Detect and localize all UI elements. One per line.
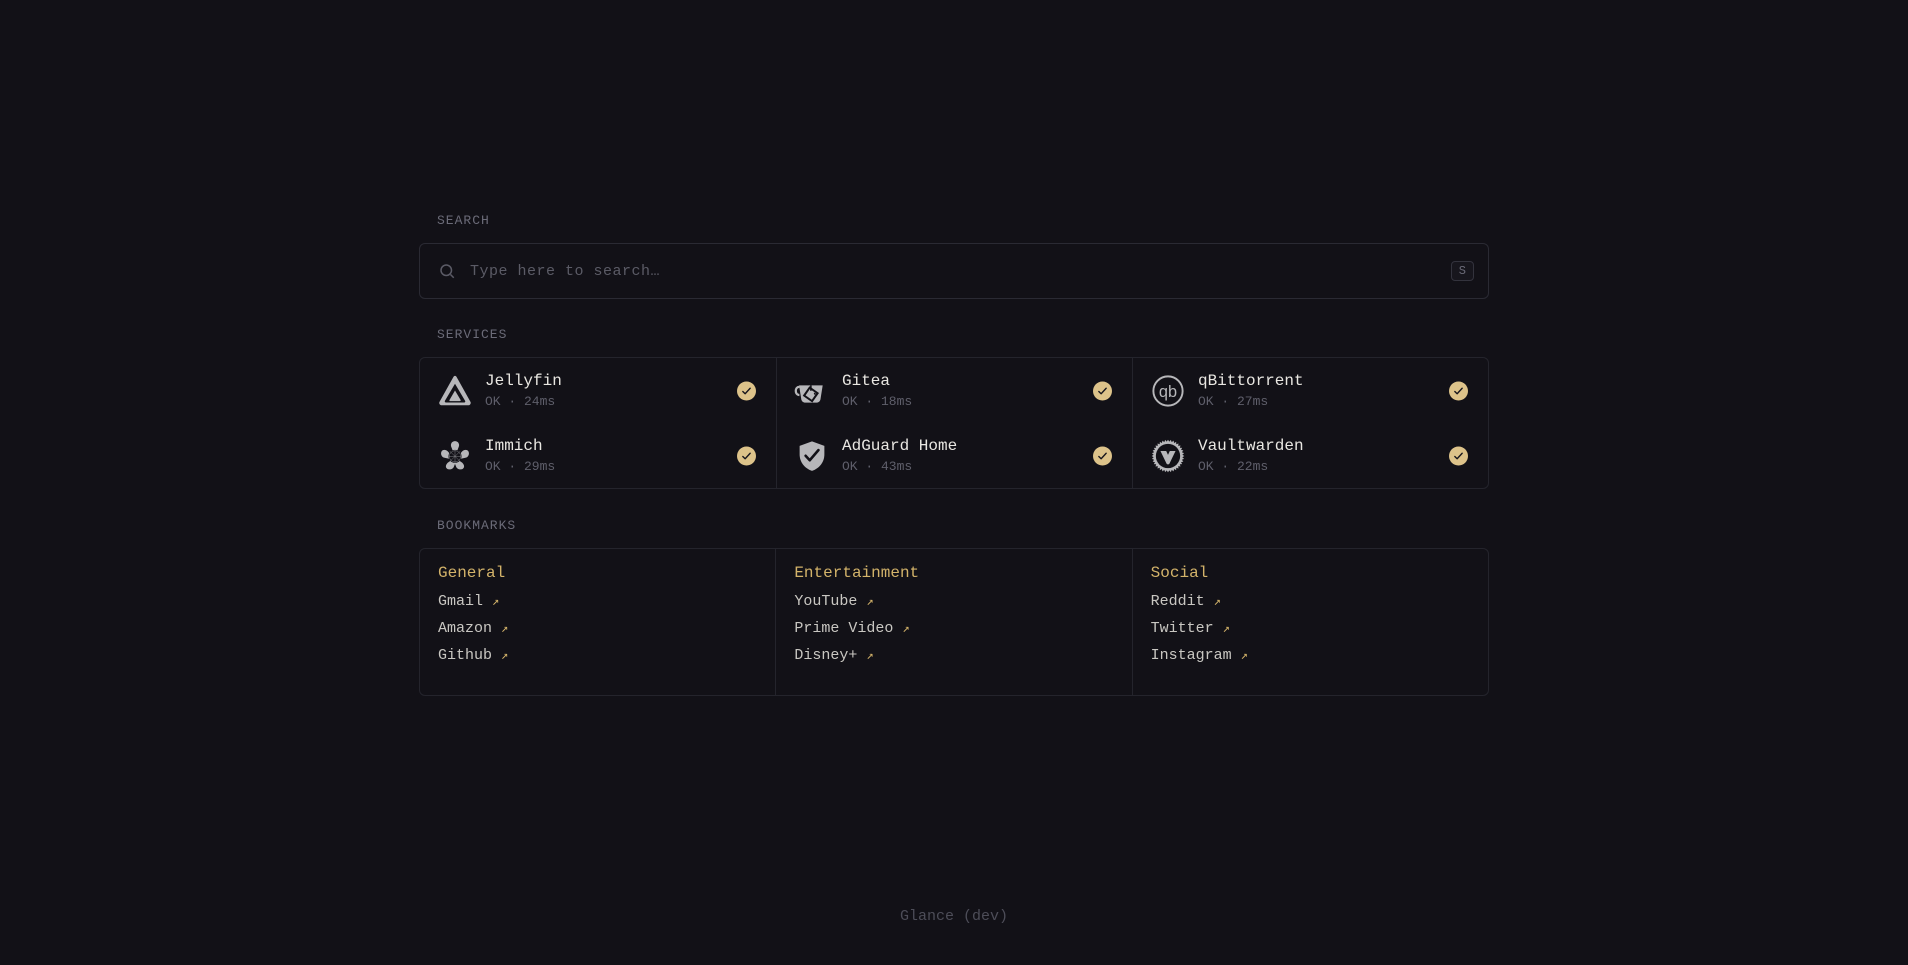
svg-text:qb: qb — [1159, 382, 1177, 400]
